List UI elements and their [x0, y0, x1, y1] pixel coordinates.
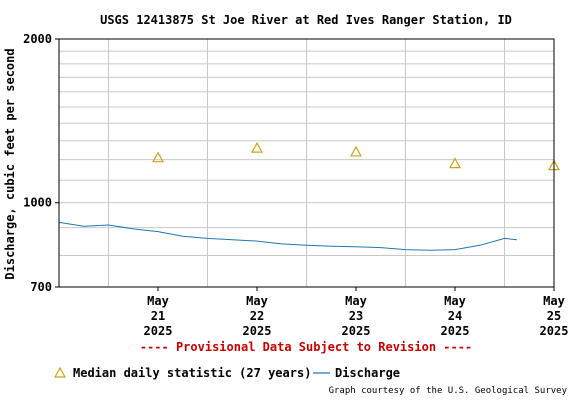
x-tick-label: 2025: [540, 324, 569, 338]
x-tick-label: May: [444, 294, 466, 308]
x-tick-label: May: [147, 294, 169, 308]
legend: Median daily statistic (27 years) Discha…: [53, 366, 400, 380]
y-tick-label: 1000: [23, 196, 52, 210]
x-axis-ticks: May212025May222025May232025May242025May2…: [144, 287, 569, 338]
legend-median-triangle-icon: [53, 366, 67, 378]
x-tick-label: 24: [448, 309, 462, 323]
x-tick-label: May: [345, 294, 367, 308]
x-tick-label: 2025: [441, 324, 470, 338]
median-marker: [250, 141, 264, 153]
x-tick-label: 21: [151, 309, 165, 323]
y-axis-label: Discharge, cubic feet per second: [3, 48, 17, 279]
median-marker: [151, 151, 165, 163]
y-axis-ticks: 2000 1000 700: [23, 32, 59, 294]
x-tick-label: 2025: [243, 324, 272, 338]
x-tick-label: 23: [349, 309, 363, 323]
y-tick-label: 2000: [23, 32, 52, 46]
x-tick-label: May: [543, 294, 565, 308]
x-tick-label: 22: [250, 309, 264, 323]
credit-text: Graph courtesy of the U.S. Geological Su…: [329, 386, 568, 396]
discharge-series-line: [58, 221, 517, 251]
chart-title: USGS 12413875 St Joe River at Red Ives R…: [100, 13, 512, 27]
x-tick-label: 2025: [342, 324, 371, 338]
legend-median-label: Median daily statistic (27 years): [73, 366, 311, 380]
x-tick-label: May: [246, 294, 268, 308]
median-marker: [349, 145, 363, 157]
median-marker: [448, 157, 462, 169]
x-tick-label: 25: [547, 309, 561, 323]
y-tick-label: 700: [30, 280, 52, 294]
x-tick-label: 2025: [144, 324, 173, 338]
median-series-markers: [151, 141, 561, 171]
legend-discharge-label: Discharge: [335, 366, 400, 380]
provisional-notice: ---- Provisional Data Subject to Revisio…: [140, 340, 472, 354]
grid: [59, 39, 554, 287]
plot-frame: [58, 38, 555, 288]
